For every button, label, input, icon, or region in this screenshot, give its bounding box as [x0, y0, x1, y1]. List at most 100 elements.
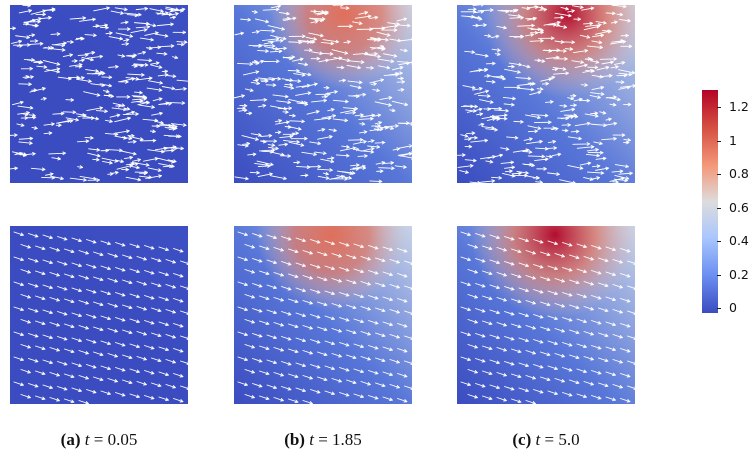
velocity-arrow — [29, 39, 39, 43]
velocity-arrow — [62, 110, 77, 115]
velocity-arrow — [571, 60, 584, 64]
velocity-arrow — [288, 348, 299, 354]
velocity-arrow — [618, 18, 631, 23]
velocity-arrow — [620, 33, 629, 38]
velocity-arrow — [122, 254, 133, 260]
velocity-arrow — [527, 125, 542, 130]
velocity-arrow — [259, 245, 270, 251]
velocity-arrow — [546, 154, 553, 159]
velocity-arrow — [288, 273, 299, 279]
velocity-arrow — [591, 85, 605, 91]
velocity-arrow — [288, 323, 299, 329]
velocity-arrow — [78, 350, 89, 355]
velocity-arrow — [117, 27, 131, 31]
velocity-arrow — [475, 258, 486, 263]
velocity-arrow — [165, 359, 176, 364]
velocity-arrow — [612, 359, 623, 364]
velocity-arrow — [485, 127, 498, 132]
velocity-arrow — [623, 102, 632, 107]
velocity-arrow — [367, 52, 378, 56]
velocity-arrow — [71, 59, 78, 63]
velocity-arrow — [302, 375, 313, 380]
velocity-arrow — [10, 26, 16, 31]
velocity-arrow — [40, 97, 47, 101]
velocity-arrow — [347, 80, 363, 85]
velocity-arrow — [572, 49, 589, 54]
velocity-arrow — [28, 258, 39, 263]
velocity-arrow — [620, 323, 631, 328]
velocity-arrow — [107, 303, 118, 308]
velocity-arrow — [609, 102, 617, 107]
velocity-arrow — [20, 394, 31, 399]
velocity-arrow — [267, 25, 285, 31]
velocity-arrow — [596, 65, 610, 71]
velocity-arrow — [279, 154, 291, 158]
velocity-arrow — [35, 345, 46, 351]
velocity-arrow — [616, 12, 624, 17]
velocity-arrow — [582, 69, 594, 73]
velocity-arrow — [158, 346, 169, 352]
velocity-arrow — [13, 306, 24, 312]
velocity-arrow — [123, 38, 130, 42]
velocity-arrow — [547, 240, 558, 246]
velocity-arrow — [49, 297, 60, 302]
velocity-arrow — [353, 368, 364, 374]
velocity-arrow — [295, 262, 306, 268]
velocity-arrow — [524, 162, 533, 167]
velocity-arrow — [35, 295, 46, 301]
velocity-arrow — [20, 66, 34, 71]
velocity-arrow — [132, 158, 142, 162]
velocity-arrow — [459, 170, 469, 174]
velocity-arrow — [117, 54, 126, 58]
velocity-arrow — [353, 343, 364, 349]
velocity-arrow — [363, 53, 381, 59]
velocity-arrow — [123, 155, 134, 160]
velocity-arrow — [120, 20, 129, 25]
velocity-arrow — [383, 53, 398, 58]
velocity-arrow — [107, 253, 118, 258]
velocity-arrow — [240, 17, 252, 22]
velocity-arrow — [576, 318, 587, 324]
colorbar — [702, 90, 718, 313]
velocity-arrow — [472, 23, 480, 28]
velocity-arrow — [589, 95, 601, 99]
velocity-arrow — [360, 281, 371, 286]
velocity-arrow — [475, 383, 486, 388]
velocity-arrow — [257, 49, 269, 53]
velocity-arrow — [317, 135, 333, 140]
velocity-arrow — [479, 99, 494, 104]
velocity-arrow — [76, 78, 92, 83]
velocity-arrow — [382, 296, 393, 302]
velocity-arrow — [50, 48, 66, 52]
velocity-arrow — [93, 251, 104, 257]
velocity-arrow — [74, 64, 83, 69]
velocity-arrow — [133, 63, 149, 67]
velocity-arrow — [348, 94, 360, 99]
velocity-arrow — [13, 231, 24, 237]
velocity-arrow — [397, 298, 408, 303]
velocity-arrow — [158, 396, 169, 402]
velocity-arrow — [489, 284, 500, 290]
velocity-arrow — [173, 248, 184, 253]
velocity-arrow — [158, 371, 169, 377]
velocity-arrow — [100, 240, 111, 246]
velocity-arrow — [470, 135, 478, 140]
velocity-arrow — [273, 247, 284, 252]
velocity-arrow — [237, 306, 248, 312]
velocity-arrow — [174, 87, 187, 91]
velocity-arrow — [549, 49, 567, 53]
velocity-arrow — [404, 260, 412, 266]
velocity-arrow — [605, 321, 616, 327]
velocity-arrow — [18, 141, 33, 145]
velocity-arrow — [29, 87, 46, 93]
velocity-arrow — [332, 118, 349, 123]
velocity-arrow — [249, 170, 260, 175]
velocity-arrow — [28, 283, 39, 288]
velocity-arrow — [620, 398, 631, 403]
velocity-arrow — [367, 139, 375, 143]
velocity-arrow — [107, 328, 118, 333]
velocity-arrow — [502, 96, 516, 101]
velocity-arrow — [612, 284, 623, 289]
velocity-arrow — [42, 334, 53, 340]
velocity-arrow — [237, 256, 248, 262]
